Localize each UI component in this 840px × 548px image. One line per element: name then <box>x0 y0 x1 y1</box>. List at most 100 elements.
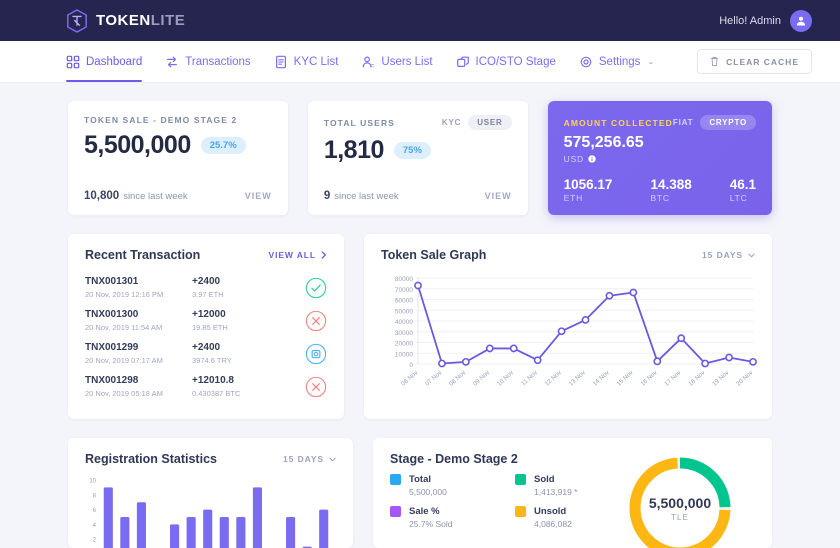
transaction-currency: 0.430387 BTC <box>192 389 241 398</box>
donut-svg <box>629 457 731 548</box>
kyc-user-toggle[interactable]: KYC USER <box>442 115 512 130</box>
stage-header: Stage - Demo Stage 2 <box>373 438 772 476</box>
amount-collected-value: 575,256.65 <box>563 134 644 151</box>
tokenlite-cube-icon <box>67 8 87 33</box>
cross-circle-icon[interactable] <box>305 376 327 398</box>
clear-cache-button[interactable]: CLEAR CACHE <box>697 49 812 74</box>
svg-text:70000: 70000 <box>395 287 413 294</box>
toggle-option-crypto[interactable]: CRYPTO <box>700 115 757 130</box>
transaction-amount: +2400 <box>192 342 221 353</box>
amount-collected-title: AMOUNT COLLECTED <box>563 117 673 128</box>
stat-card-token-sale: TOKEN SALE - DEMO STAGE 2 5,500,000 25.7… <box>68 101 288 215</box>
middle-panel-row: Recent Transaction VIEW ALL TNX001301 20… <box>68 234 772 419</box>
legend-value-unsold: 4,086,082 <box>534 519 572 529</box>
chevron-down-icon: ⌄ <box>647 57 655 66</box>
transaction-id: TNX001300 <box>85 309 139 320</box>
transaction-identity: TNX001301 20 Nov, 2019 12:16 PM <box>85 276 192 299</box>
transaction-amount: +12000 <box>192 309 226 320</box>
trash-icon <box>711 56 718 67</box>
svg-text:08 Nov: 08 Nov <box>448 369 468 388</box>
transaction-currency: 19.85 ETH <box>192 323 228 332</box>
nav-item-ico-sto-stage[interactable]: ICO/STO Stage <box>456 41 556 82</box>
brand-wordmark: TOKENLITE <box>96 12 185 29</box>
token-sale-percent-badge: 25.7% <box>200 137 246 154</box>
graph-range-selector[interactable]: 15 DAYS <box>702 250 755 260</box>
top-header-bar: TOKENLITE Hello! Admin <box>0 0 840 41</box>
avatar[interactable] <box>790 9 812 32</box>
crypto-ltc-amount: 46.1 <box>729 177 757 192</box>
svg-text:60000: 60000 <box>395 298 413 305</box>
cross-circle-icon[interactable] <box>305 310 327 332</box>
user-menu[interactable]: Hello! Admin <box>719 9 812 32</box>
token-sale-delta: 10,800 since last week <box>84 186 188 204</box>
table-row[interactable]: TNX001298 20 Nov, 2019 05:18 AM +12010.8… <box>85 371 327 404</box>
svg-text:50000: 50000 <box>395 308 413 315</box>
fiat-crypto-toggle[interactable]: FIAT CRYPTO <box>672 115 757 130</box>
transaction-amounts: +12000 19.85 ETH <box>192 309 305 332</box>
nav-item-users-list[interactable]: Users List <box>361 41 433 82</box>
svg-text:20 Nov: 20 Nov <box>735 369 755 388</box>
transaction-date: 20 Nov, 2019 05:18 AM <box>85 389 163 398</box>
greeting-text: Hello! Admin <box>719 14 781 27</box>
nav-item-transactions[interactable]: Transactions <box>165 41 251 82</box>
svg-text:80000: 80000 <box>395 276 413 283</box>
table-row[interactable]: TNX001300 20 Nov, 2019 11:54 AM +12000 1… <box>85 305 327 338</box>
legend-total-top: Total <box>390 474 515 485</box>
crypto-btc-amount: 14.388 <box>650 177 692 192</box>
table-row[interactable]: TNX001301 20 Nov, 2019 12:16 PM +2400 3.… <box>85 272 327 305</box>
bar-chart-area: 2 4 6 8 10 <box>68 476 353 548</box>
crypto-btc: 14.388 BTC <box>650 177 691 203</box>
total-users-value-row: 1,810 75% <box>324 136 512 165</box>
check-circle-icon[interactable] <box>305 277 327 299</box>
amount-collected-unit-row: USD <box>564 154 756 164</box>
crypto-amounts-row: 1056.17 ETH 14.388 BTC 46.1 LTC <box>564 177 756 203</box>
svg-text:09 Nov: 09 Nov <box>472 369 492 388</box>
clock-circle-icon[interactable] <box>305 343 327 365</box>
donut-total-value: 5,500,000 <box>648 494 712 511</box>
legend-label-sale-percent: Sale % <box>409 506 440 517</box>
transaction-amounts: +12010.8 0.430387 BTC <box>192 375 305 398</box>
brand-primary-text: TOKEN <box>96 12 151 29</box>
bottom-panel-row: Registration Statistics 15 DAYS 2 4 6 8 10 S… <box>68 438 772 548</box>
token-sale-value: 5,500,000 <box>84 131 191 159</box>
svg-text:12 Nov: 12 Nov <box>544 369 564 388</box>
total-users-view-link[interactable]: VIEW <box>484 191 512 201</box>
crypto-ltc: 46.1 LTC <box>730 177 756 203</box>
chevron-right-icon <box>321 251 326 259</box>
transaction-date: 20 Nov, 2019 12:16 PM <box>85 290 164 299</box>
crypto-eth-amount: 1056.17 <box>563 177 613 192</box>
nav-item-dashboard[interactable]: Dashboard <box>66 41 143 82</box>
token-sale-graph-title: Token Sale Graph <box>381 248 487 262</box>
toggle-option-kyc[interactable]: KYC <box>441 118 462 127</box>
info-icon[interactable] <box>588 155 596 163</box>
token-sale-view-link[interactable]: VIEW <box>244 191 272 201</box>
registration-range-selector[interactable]: 15 DAYS <box>283 454 336 464</box>
transaction-amounts: +2400 3.97 ETH <box>192 276 305 299</box>
toggle-option-user[interactable]: USER <box>468 115 512 130</box>
legend-swatch-unsold <box>515 506 526 517</box>
toggle-option-fiat[interactable]: FIAT <box>672 118 694 127</box>
total-users-header: TOTAL USERS KYC USER <box>324 115 512 130</box>
svg-text:06 Nov: 06 Nov <box>400 369 420 388</box>
registration-statistics-header: Registration Statistics 15 DAYS <box>68 438 353 476</box>
legend-value-sale-percent: 25.7% Sold <box>409 519 453 529</box>
legend-swatch-sale-percent <box>390 506 401 517</box>
transaction-currency: 3974.6 TRY <box>192 356 232 365</box>
total-users-value: 1,810 <box>323 136 385 164</box>
token-sale-header: TOKEN SALE - DEMO STAGE 2 <box>84 115 272 125</box>
svg-text:2: 2 <box>93 538 97 544</box>
nav-label-users-list: Users List <box>381 55 433 68</box>
token-sale-title: TOKEN SALE - DEMO STAGE 2 <box>84 115 238 125</box>
svg-text:4: 4 <box>93 523 97 529</box>
legend-item-sale-percent: Sale % 25.7% Sold <box>390 506 515 529</box>
transaction-id: TNX001299 <box>85 342 139 353</box>
brand-logo[interactable]: TOKENLITE <box>66 8 185 33</box>
nav-item-kyc-list[interactable]: KYC List <box>274 41 338 82</box>
stage-title: Stage - Demo Stage 2 <box>390 452 518 466</box>
view-all-link[interactable]: VIEW ALL <box>269 250 328 260</box>
table-row[interactable]: TNX001299 20 Nov, 2019 07:17 AM +2400 39… <box>85 338 327 371</box>
svg-text:13 Nov: 13 Nov <box>568 369 588 388</box>
token-sale-delta-text: since last week <box>123 191 188 202</box>
nav-item-settings[interactable]: Settings ⌄ <box>579 41 654 82</box>
token-sale-line-chart: 80000 70000 60000 50000 40000 30000 20000 10000… <box>395 276 757 388</box>
